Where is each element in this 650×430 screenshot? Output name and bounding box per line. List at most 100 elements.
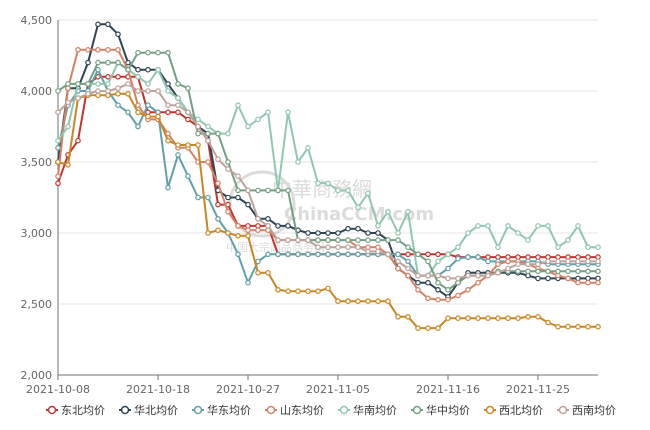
data-point (405, 272, 411, 279)
data-point (545, 223, 551, 229)
legend-item[interactable]: 西南均价 (557, 404, 616, 417)
data-point (115, 91, 121, 97)
data-point (465, 254, 471, 260)
data-point (225, 194, 231, 201)
data-point (205, 194, 211, 201)
series-lines (55, 21, 601, 331)
legend-label: 西南均价 (572, 404, 616, 417)
data-point (515, 230, 521, 236)
data-point (235, 251, 241, 258)
data-point (435, 325, 441, 331)
x-tick-label: 2021-11-05 (306, 383, 370, 396)
legend-item[interactable]: 华中均价 (411, 403, 470, 417)
data-point (205, 123, 211, 130)
data-point (195, 123, 201, 130)
data-point (255, 216, 261, 222)
data-point (135, 49, 141, 56)
data-point (505, 265, 511, 272)
data-point (175, 152, 181, 158)
data-point (205, 130, 211, 137)
data-point (305, 145, 311, 151)
x-tick-label: 2021-11-25 (506, 383, 570, 396)
data-point (125, 91, 131, 97)
data-point (335, 187, 341, 194)
data-point (215, 216, 221, 222)
data-point (175, 95, 181, 101)
series-line (57, 61, 598, 277)
data-point (465, 315, 471, 322)
data-point (325, 251, 331, 258)
data-point (145, 88, 151, 94)
data-point (535, 223, 541, 229)
data-point (145, 102, 151, 109)
data-point (255, 269, 261, 276)
data-point (315, 230, 321, 236)
data-point (335, 230, 341, 236)
data-point (225, 230, 231, 236)
data-point (235, 233, 241, 239)
data-point (345, 187, 351, 194)
data-point (335, 244, 341, 251)
data-point (125, 81, 131, 87)
data-point (255, 227, 261, 234)
data-point (475, 254, 481, 260)
data-point (435, 286, 441, 293)
series-8 (55, 81, 601, 282)
data-point (145, 49, 151, 56)
legend-item[interactable]: 华东均价 (192, 403, 251, 417)
data-point (415, 272, 421, 279)
data-point (565, 268, 571, 275)
data-point (245, 279, 251, 286)
data-point (465, 286, 471, 293)
data-point (265, 109, 271, 116)
data-point (425, 279, 431, 286)
legend-item[interactable]: 东北均价 (46, 404, 105, 417)
data-point (525, 237, 531, 243)
data-point (325, 180, 331, 187)
data-point (365, 298, 371, 305)
legend-item[interactable]: 华南均价 (338, 403, 397, 417)
data-point (95, 66, 101, 73)
data-point (335, 251, 341, 258)
data-point (395, 258, 401, 265)
data-point (75, 137, 81, 144)
data-point (135, 88, 141, 94)
data-point (575, 258, 581, 265)
data-point (315, 237, 321, 243)
data-point (185, 85, 191, 92)
legend-label: 山东均价 (280, 404, 324, 417)
data-point (165, 81, 171, 87)
data-point (215, 227, 221, 234)
legend-item[interactable]: 华北均价 (119, 403, 178, 417)
data-point (385, 237, 391, 243)
data-point (165, 184, 171, 191)
data-point (155, 66, 161, 73)
legend-item[interactable]: 西北均价 (484, 404, 543, 417)
data-point (375, 298, 381, 305)
data-point (95, 74, 101, 80)
data-point (515, 315, 521, 322)
data-point (395, 265, 401, 272)
data-point (445, 265, 451, 272)
data-point (485, 258, 491, 265)
data-point (345, 244, 351, 251)
legend[interactable]: 东北均价 华北均价 华东均价 山东均价 华南均价 华中均价 西北均价 西南均价 (46, 403, 616, 417)
data-point (375, 248, 381, 255)
legend-item[interactable]: 山东均价 (265, 404, 324, 417)
data-point (115, 102, 121, 109)
data-point (295, 288, 301, 295)
data-point (345, 298, 351, 305)
data-point (495, 269, 501, 276)
data-point (585, 279, 591, 286)
data-point (445, 315, 451, 322)
data-point (165, 109, 171, 116)
data-point (185, 109, 191, 116)
data-point (115, 46, 121, 53)
data-point (595, 244, 601, 251)
data-point (55, 109, 61, 116)
data-point (405, 258, 411, 265)
data-point (235, 187, 241, 194)
data-point (235, 102, 241, 109)
data-point (245, 201, 251, 208)
data-point (225, 208, 231, 215)
